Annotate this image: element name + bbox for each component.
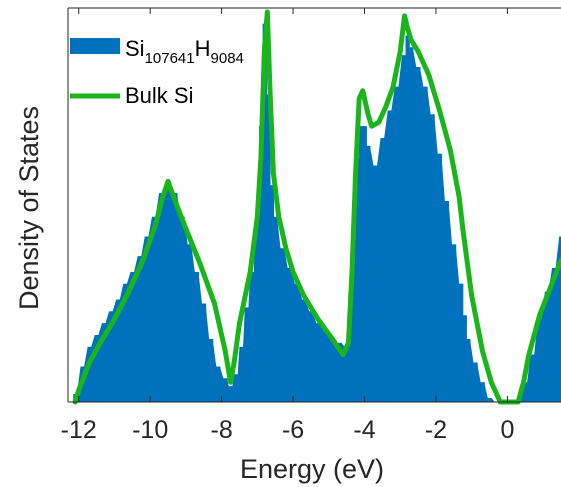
legend-si: Si xyxy=(125,36,145,61)
bulk-si-line xyxy=(72,9,561,405)
x-tick-label: 0 xyxy=(500,416,514,444)
x-tick-labels: -12 -10 -8 -6 -4 -2 0 xyxy=(61,416,515,444)
histogram-bars xyxy=(73,23,561,403)
axes xyxy=(67,7,561,403)
legend-label-bulk-si: Bulk Si xyxy=(125,83,193,108)
y-axis-title: Density of States xyxy=(14,106,44,310)
x-tick-label: -8 xyxy=(211,416,233,444)
x-tick-label: -2 xyxy=(425,416,447,444)
bulk-si-line-layer xyxy=(72,9,561,405)
x-axis-title: Energy (eV) xyxy=(240,454,384,484)
x-tick-label: -4 xyxy=(353,416,375,444)
legend-si-subscript: 107641 xyxy=(145,50,195,67)
legend: Si107641H9084 Bulk Si xyxy=(70,36,244,108)
histogram-area xyxy=(73,23,561,402)
x-tick-label: -6 xyxy=(282,416,304,444)
legend-h-subscript: 9084 xyxy=(211,50,244,67)
legend-swatch-histogram xyxy=(70,38,120,54)
x-tick-label: -10 xyxy=(132,416,168,444)
x-tick-label: -12 xyxy=(61,416,97,444)
legend-h: H xyxy=(195,36,211,61)
legend-label-histogram: Si107641H9084 xyxy=(125,36,244,67)
